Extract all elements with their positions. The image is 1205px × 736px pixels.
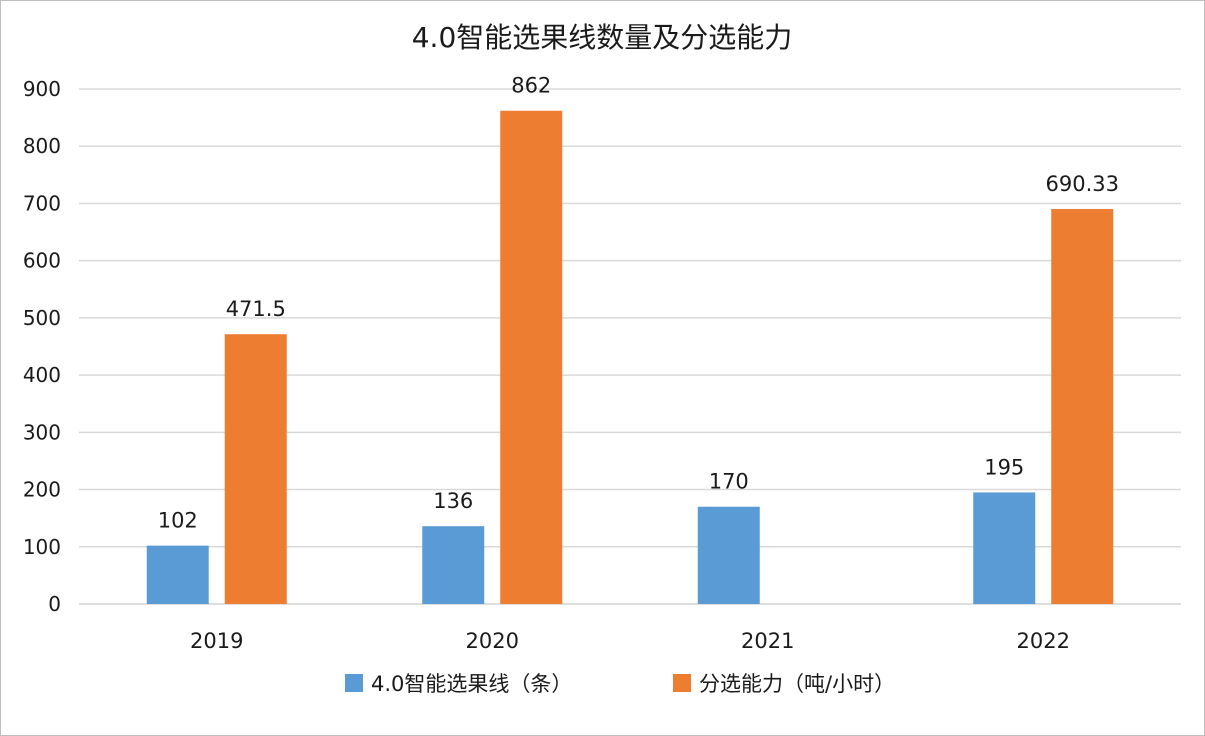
x-axis-categories: 2019 2020 2021 2022 [190,629,1070,653]
bar-series-1 [146,545,209,604]
y-tick-label: 200 [23,478,61,502]
y-axis-ticks: 0 100 200 300 400 500 600 700 800 900 [23,77,61,616]
legend-swatch-series-1 [345,674,363,692]
legend-label-series-2: 分选能力（吨/小时） [699,672,895,696]
data-label: 862 [511,74,551,98]
x-category-label: 2019 [190,629,243,653]
data-label: 195 [984,455,1024,479]
bar-series-1 [697,506,760,604]
legend-swatch-series-2 [673,674,691,692]
x-category-label: 2021 [741,629,794,653]
bars [146,110,1114,604]
y-tick-label: 500 [23,306,61,330]
data-label: 102 [158,509,198,533]
y-tick-label: 700 [23,191,61,215]
y-tick-label: 100 [23,535,61,559]
bar-series-2 [224,334,287,604]
data-labels: 102 471.5 136 862 170 195 690.33 [158,74,1119,533]
legend-label-series-1: 4.0智能选果线（条） [371,672,572,696]
x-category-label: 2020 [466,629,519,653]
bar-series-1 [973,492,1036,604]
data-label: 170 [709,470,749,494]
bar-series-1 [422,526,485,604]
y-tick-label: 900 [23,77,61,101]
bar-series-2 [1051,208,1114,604]
y-tick-label: 0 [48,592,61,616]
x-category-label: 2022 [1017,629,1070,653]
chart-title: 4.0智能选果线数量及分选能力 [412,21,793,54]
y-tick-label: 600 [23,249,61,273]
legend: 4.0智能选果线（条） 分选能力（吨/小时） [345,672,895,696]
bar-series-2 [500,110,563,604]
data-label: 136 [433,489,473,513]
y-tick-label: 800 [23,134,61,158]
data-label: 471.5 [226,297,286,321]
y-tick-label: 300 [23,420,61,444]
y-tick-label: 400 [23,363,61,387]
data-label: 690.33 [1046,172,1119,196]
